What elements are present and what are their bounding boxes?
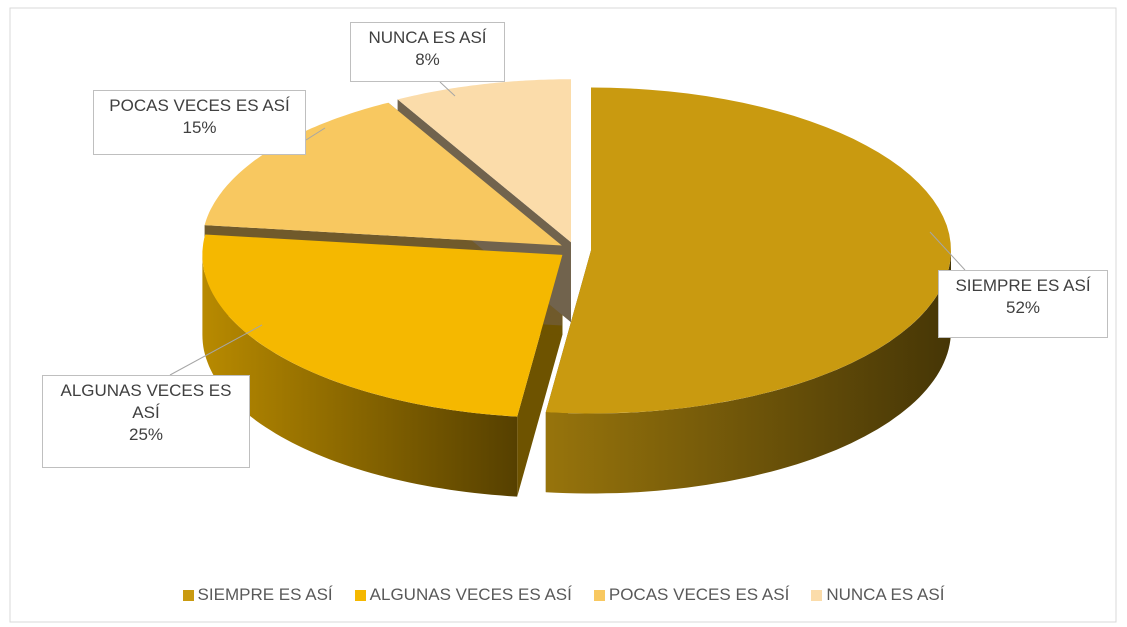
legend-label: NUNCA ES ASÍ [826, 585, 945, 604]
legend: SIEMPRE ES ASÍ ALGUNAS VECES ES ASÍ POCAS … [0, 585, 1127, 605]
slice [202, 234, 563, 417]
data-label-value: 8% [415, 50, 440, 69]
data-label: POCAS VECES ES ASÍ 15% [93, 90, 306, 155]
data-label: NUNCA ES ASÍ 8% [350, 22, 505, 82]
data-label-value: 25% [128, 425, 164, 444]
leader-line [305, 127, 326, 141]
legend-label: POCAS VECES ES ASÍ [608, 585, 790, 604]
legend-item: POCAS VECES ES ASÍ [593, 585, 790, 605]
legend-swatch [593, 589, 605, 601]
leader-line [169, 324, 263, 376]
data-label-name: NUNCA ES ASÍ [368, 28, 487, 47]
data-label-name: ALGUNAS VECES ES ASÍ [60, 381, 232, 422]
legend-label: ALGUNAS VECES ES ASÍ [369, 585, 572, 604]
legend-label: SIEMPRE ES ASÍ [197, 585, 333, 604]
slice-side [202, 254, 518, 497]
legend-swatch [182, 589, 194, 601]
slice [545, 87, 951, 414]
legend-item: NUNCA ES ASÍ [811, 585, 944, 605]
leader-line [439, 81, 456, 97]
data-label-value: 15% [182, 118, 217, 137]
legend-swatch [811, 589, 823, 601]
data-label-value: 52% [1005, 298, 1041, 317]
legend-item: SIEMPRE ES ASÍ [182, 585, 333, 605]
chart-border [9, 7, 1117, 623]
data-label-name: POCAS VECES ES ASÍ [109, 96, 290, 115]
legend-swatch [354, 589, 366, 601]
slice-side [545, 250, 951, 494]
leader-line [929, 231, 966, 271]
data-label-name: SIEMPRE ES ASÍ [955, 276, 1091, 295]
data-label: ALGUNAS VECES ES ASÍ 25% [42, 375, 250, 468]
legend-item: ALGUNAS VECES ES ASÍ [354, 585, 572, 605]
slice [397, 79, 571, 243]
data-label: SIEMPRE ES ASÍ 52% [938, 270, 1108, 338]
